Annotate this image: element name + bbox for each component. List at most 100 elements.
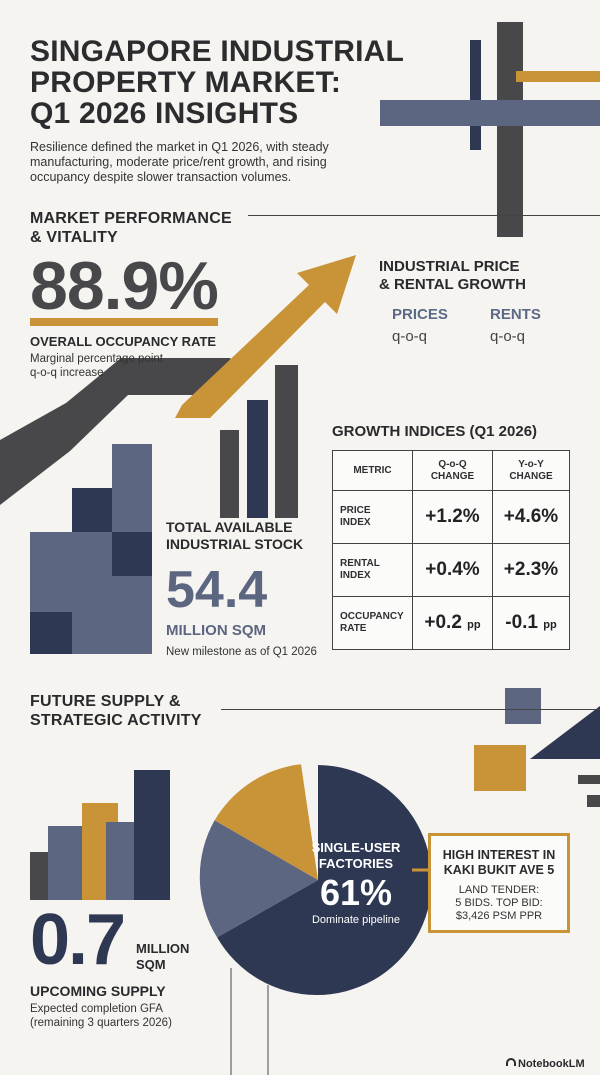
stock-value: 54.4 xyxy=(166,561,268,619)
supply-bar xyxy=(106,822,139,900)
column-header: Y-o-Y CHANGE xyxy=(492,450,570,491)
metric-line: INDEX xyxy=(340,517,371,528)
detail-line: $3,426 PSM PPR xyxy=(455,910,543,922)
column-header: METRIC xyxy=(332,450,413,491)
notebooklm-icon xyxy=(506,1058,516,1066)
intro-line: Resilience defined the market in Q1 2026… xyxy=(30,140,329,154)
deco-block xyxy=(112,576,152,612)
occupancy-value: 88.9% xyxy=(30,248,219,324)
title-line: Q1 2026 INSIGHTS xyxy=(30,97,299,130)
deco-block xyxy=(112,444,152,488)
supply-value: 0.7 xyxy=(30,900,126,980)
pie-slice-single-user xyxy=(217,765,432,995)
prices-label: PRICES xyxy=(392,306,448,323)
table-row: RENTAL INDEX +0.4% +2.3% xyxy=(332,543,570,597)
heading-line: TOTAL AVAILABLE xyxy=(166,519,293,535)
metric-line: RATE xyxy=(340,623,367,634)
title-line: SINGAPORE INDUSTRIAL xyxy=(30,35,405,68)
intro-line: manufacturing, moderate price/rent growt… xyxy=(30,155,327,169)
detail-line: LAND TENDER: xyxy=(458,884,540,896)
yoy-cell: +2.3% xyxy=(492,543,570,597)
header-line: Q-o-Q xyxy=(438,458,467,470)
occupancy-label: OVERALL OCCUPANCY RATE xyxy=(30,334,217,349)
column-header: Q-o-Q CHANGE xyxy=(412,450,493,491)
supply-label: UPCOMING SUPPLY xyxy=(30,983,166,999)
note-line: (remaining 3 quarters 2026) xyxy=(30,1017,172,1029)
yoy-cell: -0.1 pp xyxy=(492,596,570,650)
deco-zigzag-band xyxy=(0,358,248,505)
rising-arrow-icon xyxy=(175,255,356,418)
heading-line: & VITALITY xyxy=(30,229,118,246)
metric-cell: OCCUPANCY RATE xyxy=(332,596,413,650)
qoq-unit: pp xyxy=(467,619,481,631)
supply-note: Expected completion GFA (remaining 3 qua… xyxy=(30,1002,172,1030)
price-rental-heading: INDUSTRIAL PRICE & RENTAL GROWTH xyxy=(379,258,526,294)
yoy-cell: +4.6% xyxy=(492,490,570,544)
qoq-cell: +1.2% xyxy=(412,490,493,544)
yoy-value: +2.3% xyxy=(503,559,559,580)
header-line: Y-o-Y xyxy=(518,458,544,470)
note-line: Expected completion GFA xyxy=(30,1003,163,1015)
growth-indices-table: METRIC Q-o-Q CHANGE Y-o-Y CHANGE PRICE INDE… xyxy=(332,450,570,650)
page-title: SINGAPORE INDUSTRIAL PROPERTY MARKET: Q1… xyxy=(30,36,430,129)
note-line: Marginal percentage point xyxy=(30,353,163,365)
deco-block xyxy=(72,488,112,532)
yoy-value: +4.6% xyxy=(503,506,559,527)
prices-sub: q-o-q xyxy=(392,328,428,345)
supply-bar xyxy=(48,826,84,900)
deco-rise-bar-3 xyxy=(275,365,298,518)
deco-block xyxy=(112,488,152,532)
market-heading: MARKET PERFORMANCE & VITALITY xyxy=(30,209,232,247)
metric-line: INDEX xyxy=(340,570,371,581)
occupancy-underline xyxy=(30,318,218,326)
deco-rise-bar-2 xyxy=(247,400,268,518)
brand-logo: NotebookLM xyxy=(506,1058,585,1070)
label-line: SINGLE-USER xyxy=(311,840,401,855)
unit-line: SQM xyxy=(136,957,166,972)
heading-line: HIGH INTEREST IN xyxy=(442,848,556,862)
qoq-value: +1.2% xyxy=(425,506,480,527)
tender-details: LAND TENDER: 5 BIDS. TOP BID: $3,426 PSM… xyxy=(431,884,567,923)
metric-line: OCCUPANCY xyxy=(340,611,404,622)
tender-heading: HIGH INTEREST IN KAKI BUKIT AVE 5 xyxy=(431,848,567,878)
deco-square xyxy=(505,688,541,724)
section-rule xyxy=(248,215,600,216)
deco-rise-bar-1 xyxy=(220,430,239,518)
rents-label: RENTS xyxy=(490,306,541,323)
heading-line: STRATEGIC ACTIVITY xyxy=(30,712,202,729)
intro-line: occupancy despite slower transaction vol… xyxy=(30,170,292,184)
deco-bar-navy xyxy=(470,40,481,150)
growth-indices-heading: GROWTH INDICES (Q1 2026) xyxy=(332,423,538,440)
heading-line: & RENTAL GROWTH xyxy=(379,276,526,293)
metric-line: RENTAL xyxy=(340,558,380,569)
note-line: q-o-q increase xyxy=(30,367,104,379)
intro-text: Resilience defined the market in Q1 2026… xyxy=(30,140,360,185)
tender-box: HIGH INTEREST IN KAKI BUKIT AVE 5 LAND T… xyxy=(428,833,570,933)
header-line: METRIC xyxy=(353,464,392,476)
header-line: CHANGE xyxy=(430,470,475,482)
pipeline-note: Dominate pipeline xyxy=(311,914,401,926)
metric-cell: PRICE INDEX xyxy=(332,490,413,544)
detail-line: 5 BIDS. TOP BID: xyxy=(455,897,543,909)
deco-block xyxy=(72,612,152,654)
label-line: FACTORIES xyxy=(318,856,394,871)
heading-line: KAKI BUKIT AVE 5 xyxy=(443,863,555,877)
yoy-value: -0.1 xyxy=(505,612,538,633)
metric-cell: RENTAL INDEX xyxy=(332,543,413,597)
pipeline-label: SINGLE-USER FACTORIES 61% Dominate pipel… xyxy=(297,840,415,927)
occupancy-note: Marginal percentage point q-o-q increase xyxy=(30,352,163,380)
deco-bar-charcoal xyxy=(497,22,523,237)
pipeline-value: 61% xyxy=(319,872,393,913)
heading-line: INDUSTRIAL STOCK xyxy=(166,536,304,552)
section-rule xyxy=(221,709,600,710)
pie-slice-other-2 xyxy=(214,764,318,880)
yoy-unit: pp xyxy=(543,619,557,631)
metric-line: PRICE xyxy=(340,505,371,516)
unit-line: MILLION xyxy=(136,941,190,956)
deco-block xyxy=(112,532,152,576)
qoq-cell: +0.2 pp xyxy=(412,596,493,650)
table-row: PRICE INDEX +1.2% +4.6% xyxy=(332,490,570,544)
header-line: CHANGE xyxy=(509,470,553,482)
rents-sub: q-o-q xyxy=(490,328,526,345)
